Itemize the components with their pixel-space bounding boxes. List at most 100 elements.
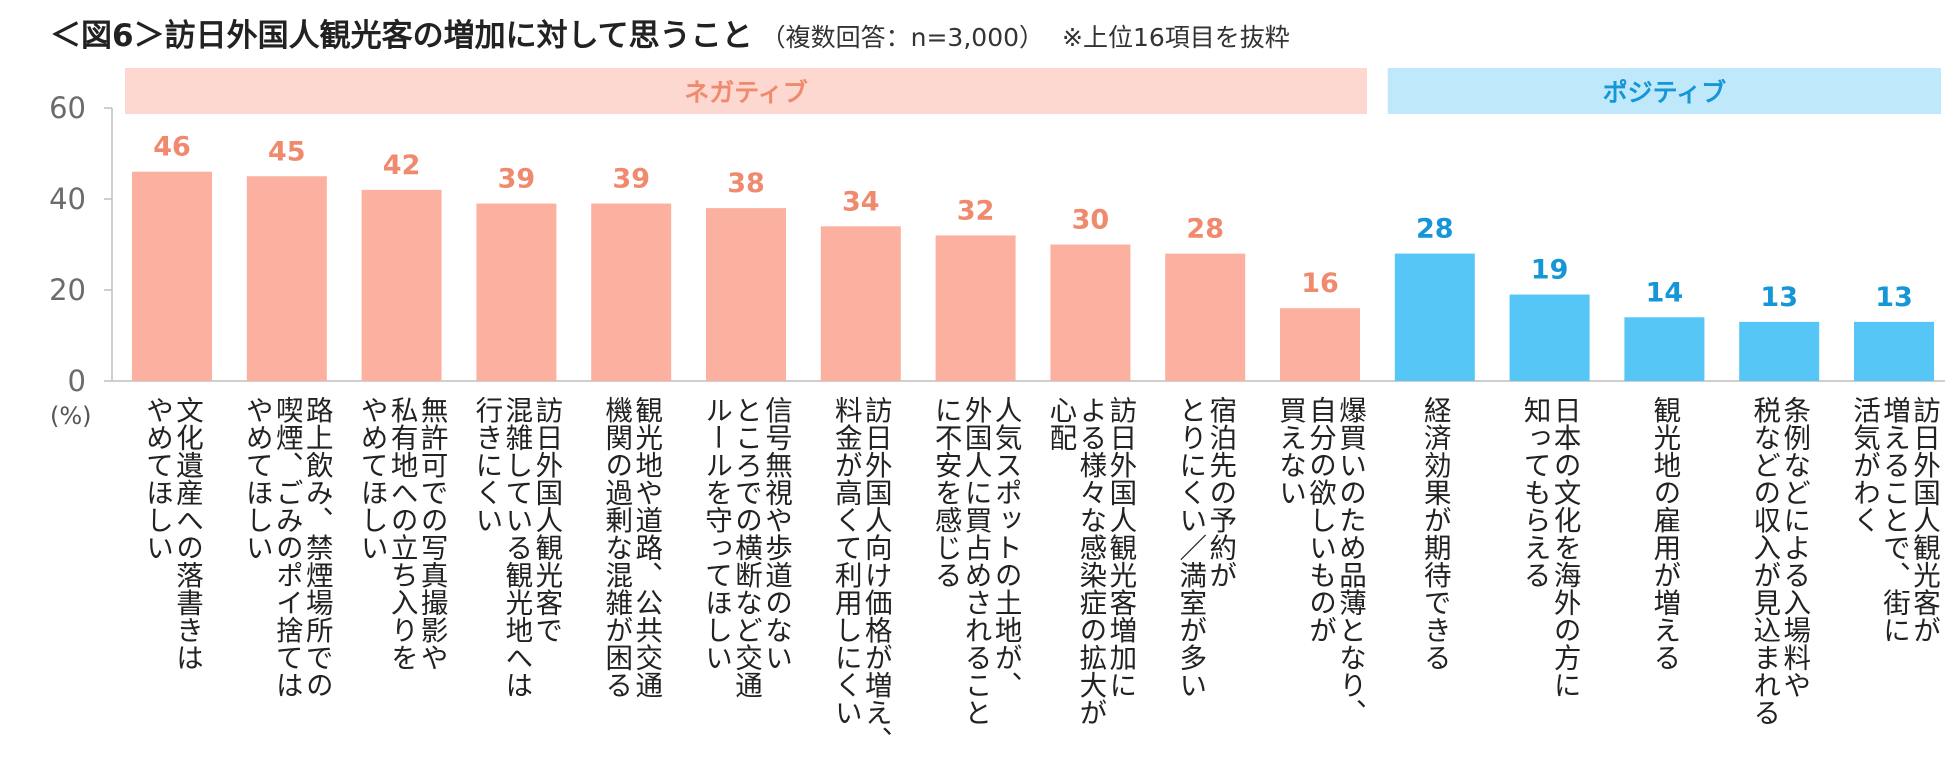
category-label-line: 訪日外国人向け価格が増え、 xyxy=(860,396,893,754)
bar xyxy=(935,235,1016,381)
y-tick-label: 20 xyxy=(49,273,86,307)
category-label-line: やめてほしい xyxy=(241,396,273,561)
category-label-line: 無許可での写真撮影や xyxy=(416,396,448,671)
category-label-line: 宿泊先の予約が xyxy=(1204,396,1237,589)
category-label-line: 外国人に買占めされること xyxy=(960,396,992,726)
bar xyxy=(361,189,442,381)
category-label-line: 私有地への立ち入りを xyxy=(386,396,419,671)
bar xyxy=(1739,321,1820,381)
bar xyxy=(706,208,786,381)
bar-value-label: 32 xyxy=(957,195,995,226)
bar xyxy=(1509,294,1590,381)
group-band-1 xyxy=(1387,68,1941,114)
bar-value-label: 28 xyxy=(1186,214,1224,245)
category-label-line: 活気がわく xyxy=(1848,396,1880,534)
bar-value-label: 42 xyxy=(383,150,421,181)
bar xyxy=(1394,253,1475,381)
bar xyxy=(1854,321,1934,381)
category-label-line: 買えない xyxy=(1274,396,1306,506)
bar-value-label: 19 xyxy=(1531,255,1569,286)
group-bands: ネガティブ ポジティブ xyxy=(125,68,1941,114)
category-label-line: ところでの横断など交通 xyxy=(730,396,763,699)
category-label-line: 混雑している観光地へは xyxy=(500,396,533,699)
bar xyxy=(476,203,557,381)
bar xyxy=(1165,253,1246,381)
category-label: 訪日外国人向け価格が増え、料金が高くて利用しにくい xyxy=(830,396,893,754)
bar xyxy=(1050,244,1131,381)
y-axis-unit: (%) xyxy=(50,402,92,430)
chart-title: ＜図6＞訪日外国人観光客の増加に対して思うこと （複数回答：n=3,000） ※上位… xyxy=(50,10,1290,60)
category-label-line: やめてほしい xyxy=(356,396,388,561)
category-label: 観光地の雇用が増える xyxy=(1648,396,1681,671)
bar-value-label: 45 xyxy=(268,136,306,167)
category-label-line: 人気スポットの土地が、 xyxy=(990,396,1023,699)
category-label-line: 日本の文化を海外の方に xyxy=(1549,396,1582,699)
bar-value-label: 38 xyxy=(727,168,765,199)
y-tick-label: 60 xyxy=(49,91,86,125)
category-label-line: 爆買いのため品薄となり、 xyxy=(1334,396,1367,726)
category-label-line: 心配 xyxy=(1044,396,1076,451)
bar-value-label: 16 xyxy=(1301,268,1339,299)
category-label: 経済効果が期待できる xyxy=(1419,396,1452,671)
bar-value-label: 13 xyxy=(1875,282,1913,313)
bar xyxy=(246,176,327,381)
bar-value-label: 39 xyxy=(498,164,536,195)
group-band-0 xyxy=(125,68,1367,114)
bar-value-label: 28 xyxy=(1416,214,1454,245)
bar-value-label: 34 xyxy=(842,186,880,217)
category-label-line: 条例などによる入場料や xyxy=(1778,396,1811,699)
category-label-line: 増えることで、街に xyxy=(1878,396,1911,644)
category-label-line: やめてほしい xyxy=(141,396,173,561)
category-label-line: 経済効果が期待できる xyxy=(1419,396,1452,671)
bar-value-label: 14 xyxy=(1646,277,1684,308)
bar-value-label: 30 xyxy=(1072,205,1110,236)
title-note: ※上位16項目を抜粋 xyxy=(1062,23,1290,52)
category-label-line: 自分の欲しいものが xyxy=(1304,396,1337,644)
bar xyxy=(820,226,901,381)
category-label-line: 路上飲み、禁煙場所での xyxy=(301,396,334,699)
category-label-line: 訪日外国人観光客が xyxy=(1908,396,1941,644)
category-label-line: 訪日外国人観光客で xyxy=(530,396,563,644)
category-label-line: 機関の過剰な混雑が困る xyxy=(600,396,633,699)
group-band-label-0: ネガティブ xyxy=(684,78,808,107)
category-label-line: 税などの収入が見込まれる xyxy=(1748,396,1781,726)
bar-value-label: 46 xyxy=(153,132,191,163)
title-main: ＜図6＞訪日外国人観光客の増加に対して思うこと xyxy=(50,18,753,54)
category-label-line: 喫煙、ごみのポイ捨ては xyxy=(271,396,304,699)
y-tick-label: 40 xyxy=(49,182,86,216)
value-labels: 46 45 42 39 39 38 34 32 30 28 16 28 19 14 13 13 xyxy=(153,132,1913,313)
category-label-line: 料金が高くて利用しにくい xyxy=(830,396,863,726)
y-tick-label: 0 xyxy=(68,364,86,398)
title-sample-size: （複数回答：n=3,000） xyxy=(760,23,1045,52)
category-label-line: 観光地や道路、公共交通 xyxy=(630,396,663,699)
category-label-line: 知ってもらえる xyxy=(1519,396,1552,589)
bar xyxy=(1280,308,1360,381)
category-label-line: 信号無視や歩道のない xyxy=(760,396,793,671)
category-label-line: 訪日外国人観光客増加に xyxy=(1104,396,1137,699)
bar xyxy=(591,203,672,381)
category-label-line: に不安を感じる xyxy=(930,396,962,589)
category-label-line: 文化遺産への落書きは xyxy=(171,396,204,671)
bar-value-label: 39 xyxy=(612,164,650,195)
category-label-line: ルールを守ってほしい xyxy=(700,396,732,671)
group-band-label-1: ポジティブ xyxy=(1603,78,1727,107)
bar-value-label: 13 xyxy=(1760,282,1798,313)
bar xyxy=(1624,317,1705,381)
category-label-line: とりにくい／満室が多い xyxy=(1174,396,1207,699)
bar xyxy=(132,171,212,381)
